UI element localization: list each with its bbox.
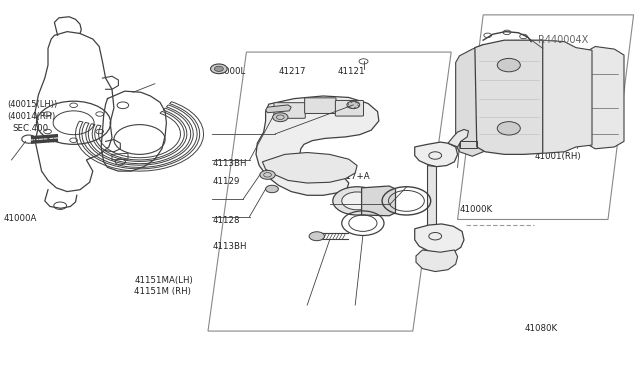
Circle shape bbox=[342, 192, 372, 210]
Polygon shape bbox=[448, 129, 468, 147]
Text: 4113BH: 4113BH bbox=[212, 242, 247, 251]
Text: 41000L: 41000L bbox=[213, 67, 245, 76]
Polygon shape bbox=[532, 40, 592, 153]
Text: SEC.400: SEC.400 bbox=[13, 124, 49, 132]
Text: 41128: 41128 bbox=[212, 216, 240, 225]
Text: 41000K: 41000K bbox=[460, 205, 493, 214]
Circle shape bbox=[214, 66, 223, 71]
Circle shape bbox=[260, 170, 275, 179]
Polygon shape bbox=[415, 142, 458, 167]
Text: 41080K: 41080K bbox=[525, 324, 558, 333]
Text: (40015(LH)): (40015(LH)) bbox=[8, 100, 58, 109]
Text: 41011(LH): 41011(LH) bbox=[534, 141, 580, 150]
Text: R440004X: R440004X bbox=[538, 35, 588, 45]
Polygon shape bbox=[262, 153, 357, 183]
FancyBboxPatch shape bbox=[305, 98, 336, 113]
Polygon shape bbox=[456, 45, 483, 156]
Circle shape bbox=[273, 113, 288, 122]
Text: 41217+A: 41217+A bbox=[330, 172, 370, 181]
Circle shape bbox=[309, 232, 324, 241]
Text: (40014(RH): (40014(RH) bbox=[8, 112, 56, 121]
Circle shape bbox=[266, 185, 278, 193]
Text: 41151MA(LH): 41151MA(LH) bbox=[134, 276, 193, 285]
Polygon shape bbox=[362, 186, 396, 216]
Polygon shape bbox=[416, 250, 458, 272]
FancyBboxPatch shape bbox=[274, 103, 305, 118]
Polygon shape bbox=[266, 105, 291, 113]
Circle shape bbox=[347, 101, 360, 109]
Circle shape bbox=[211, 64, 227, 74]
Text: 41001(RH): 41001(RH) bbox=[534, 152, 581, 161]
Text: 41121: 41121 bbox=[337, 67, 365, 76]
Text: 41000A: 41000A bbox=[3, 214, 36, 223]
Polygon shape bbox=[256, 96, 379, 195]
Text: 41217: 41217 bbox=[278, 67, 306, 76]
Circle shape bbox=[333, 187, 381, 215]
Circle shape bbox=[497, 122, 520, 135]
Circle shape bbox=[497, 58, 520, 72]
Text: 41129: 41129 bbox=[212, 177, 240, 186]
Polygon shape bbox=[589, 46, 624, 149]
Polygon shape bbox=[475, 40, 543, 154]
Polygon shape bbox=[428, 166, 436, 231]
FancyBboxPatch shape bbox=[335, 100, 364, 116]
Text: 4113BH: 4113BH bbox=[212, 159, 247, 168]
Text: 41151M (RH): 41151M (RH) bbox=[134, 287, 191, 296]
Polygon shape bbox=[415, 224, 464, 254]
